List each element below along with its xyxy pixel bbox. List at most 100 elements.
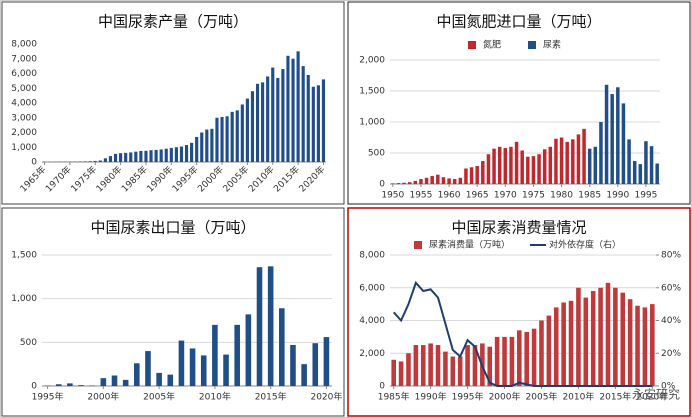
x-tick-label: 2010年 — [562, 391, 594, 403]
bar — [212, 324, 218, 386]
bar — [531, 156, 536, 184]
bar — [215, 117, 219, 162]
bar — [256, 267, 263, 386]
bar — [524, 331, 529, 386]
y-tick-label: 0 — [31, 382, 37, 392]
bar — [475, 166, 479, 184]
bar — [55, 384, 62, 386]
bar — [599, 122, 603, 184]
bar — [509, 146, 513, 184]
x-tick-label: 2005年 — [526, 391, 558, 403]
y-tick-label: 500 — [20, 338, 37, 348]
y-tick-label: 6,000 — [11, 69, 37, 79]
bar — [644, 141, 648, 184]
bar — [279, 308, 285, 386]
x-tick-label: 1990 — [606, 191, 629, 201]
y-tick-label: 1,000 — [11, 294, 37, 304]
bar — [159, 149, 163, 162]
bar — [129, 152, 133, 162]
legend-swatch — [414, 241, 422, 249]
bar — [234, 324, 240, 386]
bar — [514, 141, 519, 184]
bar — [583, 297, 589, 386]
y-tick-label: 1,500 — [359, 87, 385, 97]
y2-tick-label: 20% — [661, 349, 681, 359]
legend-label: 尿素消费量（万吨） — [429, 239, 510, 251]
y2-tick-label: 0% — [661, 382, 676, 392]
y2-tick-label: 80% — [661, 251, 681, 261]
bar — [205, 129, 209, 162]
chart-title: 中国尿素产量（万吨） — [98, 13, 248, 31]
bar — [122, 379, 129, 386]
y2-tick-label: 40% — [661, 316, 681, 326]
bar — [613, 287, 618, 386]
bar — [154, 149, 158, 162]
bar — [548, 146, 553, 184]
bar — [546, 315, 552, 386]
y-tick-label: 3,000 — [11, 113, 37, 123]
bar — [435, 345, 441, 386]
x-tick-label: 2015年 — [599, 391, 631, 403]
bar — [452, 179, 457, 184]
x-tick-label: 2000年 — [489, 391, 521, 403]
bar — [200, 132, 204, 162]
bar — [582, 128, 586, 184]
y-tick-label: 2,000 — [11, 128, 37, 138]
legend-label: 对外依存度（右） — [549, 239, 621, 251]
bar — [261, 82, 265, 162]
bar — [301, 66, 305, 162]
bar — [590, 291, 596, 386]
y-tick-label: 1,500 — [11, 251, 37, 261]
bar — [492, 148, 496, 184]
bar — [621, 103, 626, 184]
x-tick-label: 2005年 — [143, 391, 175, 403]
bar — [620, 292, 626, 386]
bar — [509, 336, 515, 386]
bar — [230, 111, 234, 162]
bar — [402, 182, 406, 184]
bar — [447, 178, 451, 184]
bar — [632, 161, 637, 184]
y-tick-label: 7,000 — [11, 54, 37, 64]
y-tick-label: 8,000 — [359, 251, 385, 261]
bar — [291, 58, 295, 162]
bar — [502, 336, 507, 386]
y-tick-label: 0 — [379, 382, 385, 392]
bar — [494, 336, 500, 386]
bar — [650, 304, 655, 386]
bar — [554, 138, 558, 184]
bar — [576, 287, 581, 386]
bar — [539, 320, 544, 386]
bar — [457, 356, 463, 386]
bar — [156, 372, 162, 386]
bar — [245, 314, 252, 386]
x-tick-label: 1975 — [522, 191, 545, 201]
bar — [323, 337, 330, 386]
bar — [119, 153, 123, 162]
y-tick-label: 5,000 — [11, 84, 37, 94]
bar — [419, 179, 423, 184]
x-tick-label: 2020年 — [636, 391, 668, 403]
bar — [542, 149, 547, 184]
bar — [642, 307, 648, 386]
bar — [290, 344, 296, 386]
bar — [124, 152, 128, 162]
bar — [561, 302, 566, 386]
bar — [286, 55, 290, 162]
y-tick-label: 4,000 — [359, 316, 385, 326]
bar — [271, 67, 275, 162]
bar — [537, 154, 541, 184]
x-tick-label: 1955 — [409, 191, 432, 201]
y-tick-label: 1,000 — [359, 118, 385, 128]
bar — [503, 148, 508, 184]
bar — [149, 150, 153, 162]
x-tick-label: 1985年 — [378, 391, 410, 403]
legend-label: 氮肥 — [483, 39, 501, 51]
bar — [311, 86, 315, 162]
bar — [184, 145, 189, 162]
y-tick-label: 0 — [379, 180, 385, 190]
bar — [587, 148, 592, 184]
bar — [301, 364, 307, 386]
bar — [145, 351, 151, 386]
bar — [487, 346, 493, 386]
